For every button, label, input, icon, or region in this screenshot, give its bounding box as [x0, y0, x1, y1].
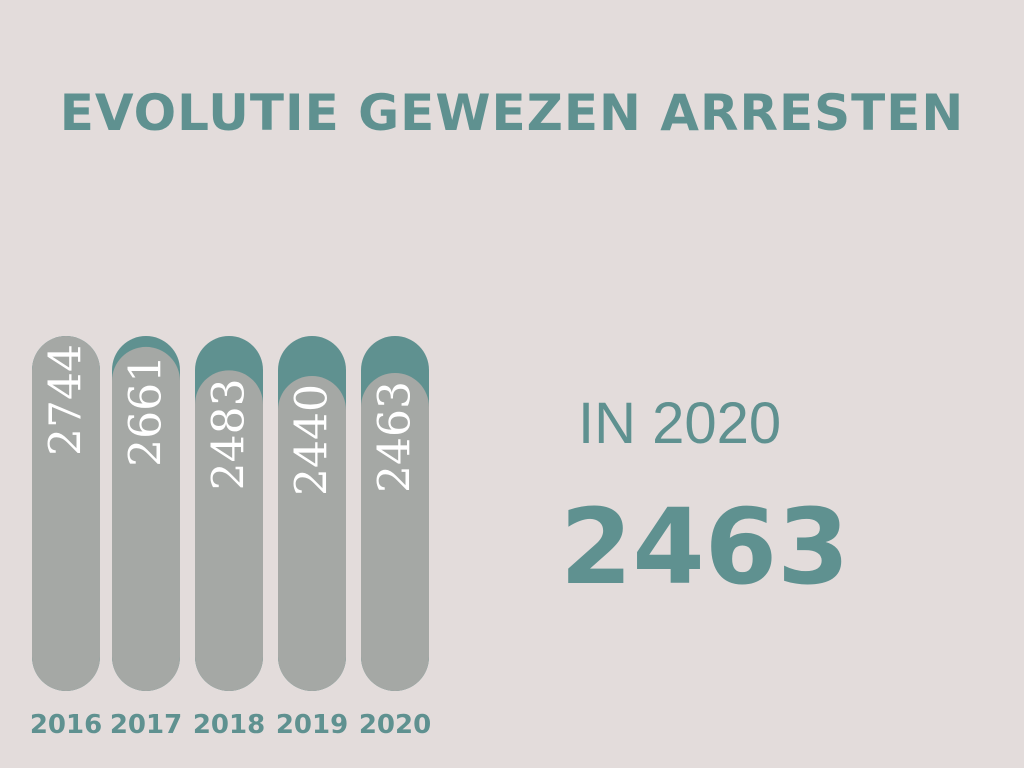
bar-value-label-2018: 2483 [204, 378, 255, 490]
bar-value-2019 [278, 376, 346, 691]
bar-2018 [195, 336, 263, 691]
year-label-2018: 2018 [193, 710, 265, 740]
bar-value-2020 [361, 372, 429, 691]
bar-2016 [32, 336, 100, 691]
bar-value-2017 [112, 346, 180, 691]
bar-value-label-2019: 2440 [287, 384, 338, 496]
year-label-2016: 2016 [30, 710, 102, 740]
year-label-2017: 2017 [110, 710, 182, 740]
highlight-caption: IN 2020 [578, 391, 782, 456]
bar-value-2018 [195, 370, 263, 691]
bar-value-2016 [32, 336, 100, 691]
highlight-value: 2463 [560, 486, 850, 608]
bar-value-label-2020: 2463 [370, 381, 421, 493]
bar-2019 [278, 336, 346, 691]
bar-2020 [361, 336, 429, 691]
chart-title: EVOLUTIE GEWEZEN ARRESTEN [59, 84, 965, 142]
year-label-2020: 2020 [359, 710, 431, 740]
bar-2017 [112, 336, 180, 691]
year-label-2019: 2019 [276, 710, 348, 740]
bar-value-label-2017: 2661 [121, 355, 172, 467]
bar-value-label-2016: 2744 [41, 344, 92, 456]
